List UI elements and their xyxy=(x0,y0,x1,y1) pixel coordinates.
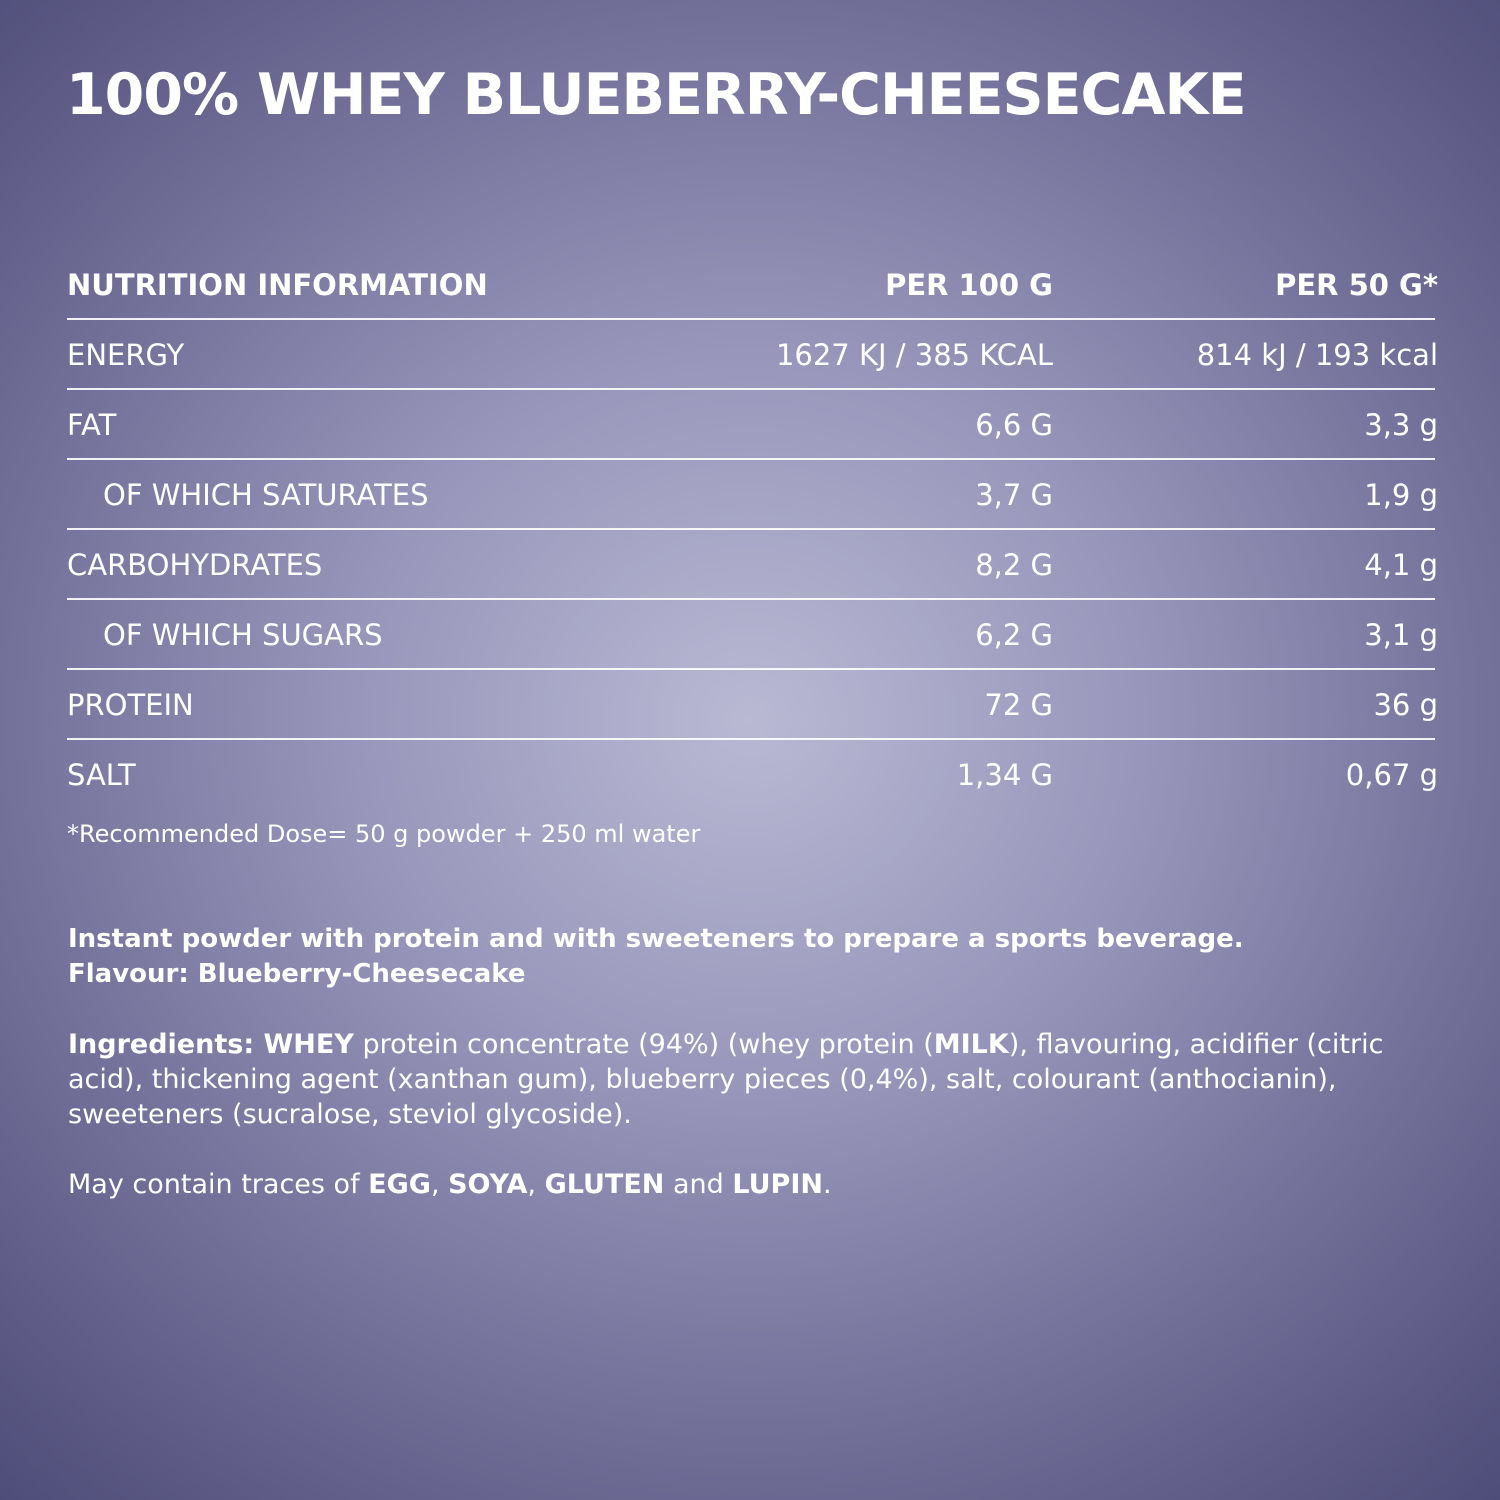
table-row: FAT 6,6 G 3,3 g xyxy=(67,390,1438,460)
cell: 814 kJ / 193 kcal xyxy=(1196,338,1438,372)
cell: 1627 KJ / 385 KCAL xyxy=(775,338,1053,372)
table-row: OF WHICH SUGARS 6,2 G 3,1 g xyxy=(67,600,1438,670)
ingredients-bold: Ingredients: WHEY xyxy=(68,1029,354,1060)
ingredients: Ingredients: WHEY protein concentrate (9… xyxy=(68,1027,1458,1132)
cell: 4,1 g xyxy=(1364,548,1438,582)
cell: 1,9 g xyxy=(1364,478,1438,512)
table-header: NUTRITION INFORMATION PER 100 G PER 50 G… xyxy=(67,250,1438,320)
footnote: *Recommended Dose= 50 g powder + 250 ml … xyxy=(67,820,701,848)
row-label: FAT xyxy=(67,408,117,442)
cell: 6,2 G xyxy=(975,618,1053,652)
allergen: SOYA xyxy=(448,1169,528,1200)
ingredients-text: ), flavouring, acidifier (citric acid), … xyxy=(68,1029,1393,1130)
allergens-text: . xyxy=(822,1169,832,1200)
nutrition-table: NUTRITION INFORMATION PER 100 G PER 50 G… xyxy=(67,250,1438,810)
cell: 3,1 g xyxy=(1364,618,1438,652)
table-row: CARBOHYDRATES 8,2 G 4,1 g xyxy=(67,530,1438,600)
header-cell: PER 50 G* xyxy=(1275,268,1438,302)
row-label: SALT xyxy=(67,758,136,792)
table-row: OF WHICH SATURATES 3,7 G 1,9 g xyxy=(67,460,1438,530)
header-cell: NUTRITION INFORMATION xyxy=(67,268,488,302)
description-line: Flavour: Blueberry-Cheesecake xyxy=(68,959,526,989)
ingredients-bold: MILK xyxy=(933,1029,1009,1060)
allergens-text: May contain traces of xyxy=(68,1169,369,1200)
allergen: EGG xyxy=(368,1169,431,1200)
description-line: Instant powder with protein and with swe… xyxy=(68,924,1244,954)
table-row: ENERGY 1627 KJ / 385 KCAL 814 kJ / 193 k… xyxy=(67,320,1438,390)
row-label: CARBOHYDRATES xyxy=(67,548,323,582)
cell: 1,34 G xyxy=(956,758,1053,792)
title: 100% WHEY BLUEBERRY-CHEESECAKE xyxy=(66,62,1247,128)
table-row: SALT 1,34 G 0,67 g xyxy=(67,740,1438,810)
row-label: PROTEIN xyxy=(67,688,194,722)
allergens-text: , xyxy=(430,1169,449,1200)
header-cell: PER 100 G xyxy=(885,268,1053,302)
table-row: PROTEIN 72 G 36 g xyxy=(67,670,1438,740)
allergens-text: , xyxy=(527,1169,545,1200)
allergen: LUPIN xyxy=(732,1169,823,1200)
row-label: ENERGY xyxy=(67,338,185,372)
cell: 0,67 g xyxy=(1345,758,1438,792)
cell: 36 g xyxy=(1373,688,1438,722)
cell: 8,2 G xyxy=(975,548,1053,582)
allergen: GLUTEN xyxy=(544,1169,665,1200)
cell: 6,6 G xyxy=(975,408,1053,442)
cell: 3,3 g xyxy=(1364,408,1438,442)
ingredients-text: protein concentrate (94%) (whey protein … xyxy=(353,1029,934,1060)
allergens: May contain traces of EGG, SOYA, GLUTEN … xyxy=(68,1167,1458,1202)
allergens-text: and xyxy=(664,1169,733,1200)
cell: 72 G xyxy=(984,688,1053,722)
cell: 3,7 G xyxy=(975,478,1053,512)
row-label: OF WHICH SUGARS xyxy=(103,618,383,652)
description: Instant powder with protein and with swe… xyxy=(68,922,1468,992)
row-label: OF WHICH SATURATES xyxy=(103,478,429,512)
